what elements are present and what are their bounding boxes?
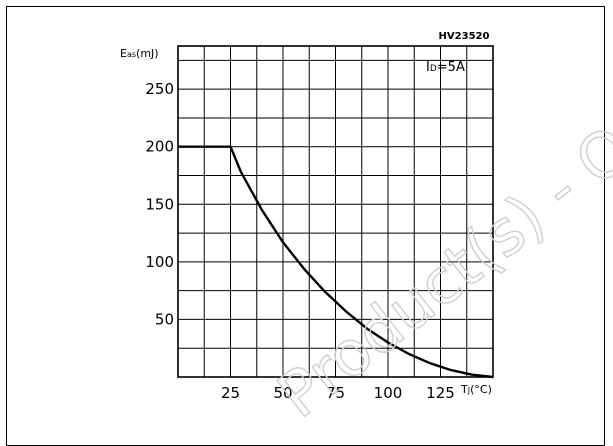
y-tick-label: 250 bbox=[145, 80, 174, 98]
x-tick-label: 100 bbox=[374, 384, 403, 402]
x-tick-label: 75 bbox=[326, 384, 345, 402]
x-tick-label: 25 bbox=[221, 384, 240, 402]
y-tick-label: 100 bbox=[145, 253, 174, 271]
x-tick-label: 50 bbox=[273, 384, 292, 402]
condition-label: ID=5A bbox=[426, 60, 465, 75]
y-tick-label: 200 bbox=[145, 138, 174, 156]
grid-layer bbox=[177, 45, 494, 378]
reference-label: HV23520 bbox=[439, 31, 490, 42]
y-axis-title: Eas(mJ) bbox=[120, 47, 159, 60]
tick-label-layer: 50 100 150 200 250 25 50 75 100 125 bbox=[145, 80, 454, 402]
x-axis-title: TJ(°C) bbox=[460, 383, 492, 396]
curve-layer bbox=[178, 145, 494, 379]
eas-derating-curve bbox=[178, 145, 494, 379]
y-tick-label: 150 bbox=[145, 195, 174, 213]
y-tick-label: 50 bbox=[155, 310, 174, 328]
chart: 50 100 150 200 250 25 50 75 100 125 HV23520 ID=5A… bbox=[120, 31, 613, 432]
x-tick-label: 125 bbox=[426, 384, 455, 402]
plot-area-border bbox=[177, 45, 494, 378]
